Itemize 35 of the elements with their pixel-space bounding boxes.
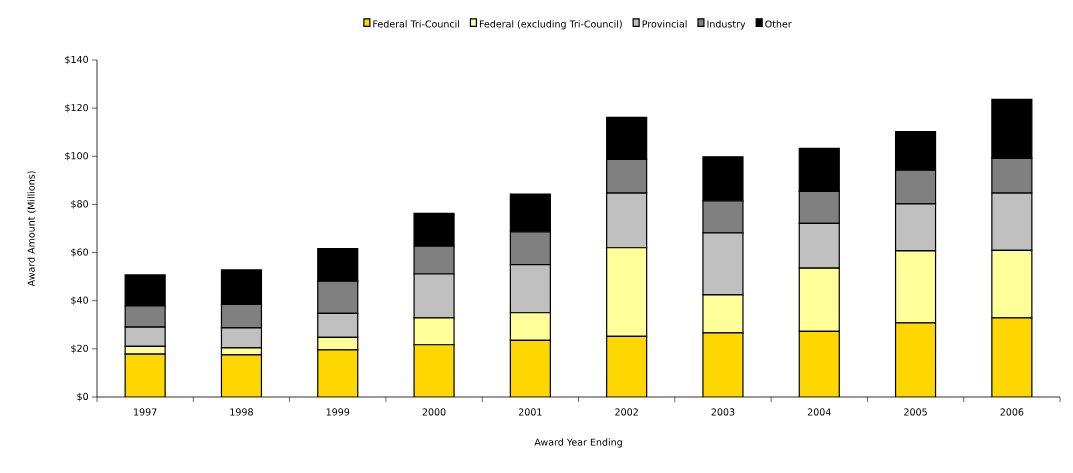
y-axis-title: Award Amount (Millions) — [27, 171, 36, 287]
bar — [317, 349, 358, 397]
y-tick-label: $120 — [65, 103, 88, 113]
y-tick-label: $20 — [71, 344, 88, 354]
legend-label: Federal (excluding Tri-Council) — [479, 20, 622, 30]
bar — [606, 336, 647, 397]
legend-label: Industry — [707, 20, 746, 30]
bar — [221, 354, 262, 397]
y-tick-label: $60 — [71, 248, 88, 257]
y-tick-label: $140 — [65, 55, 88, 65]
x-tick-label: 2006 — [1000, 408, 1024, 416]
bar — [895, 322, 936, 397]
y-tick-label: $100 — [65, 151, 88, 161]
y-tick-label: $80 — [71, 200, 88, 209]
legend-label: Provincial — [642, 20, 687, 28]
bar — [799, 331, 840, 397]
x-tick-label: 1997 — [134, 408, 157, 416]
legend-label: Other — [765, 20, 792, 28]
x-axis-title: Award Year Ending — [534, 438, 622, 448]
x-tick-label: 2001 — [518, 408, 542, 416]
bar — [702, 332, 743, 397]
x-tick-label: 2002 — [615, 408, 638, 416]
bar — [414, 344, 455, 397]
x-tick-label: 2003 — [711, 408, 735, 416]
x-tick-label: 2005 — [904, 408, 927, 416]
bar — [510, 340, 551, 397]
y-tick-label: $40 — [71, 296, 88, 306]
bar — [125, 354, 166, 397]
y-tick-label: $0 — [77, 392, 88, 402]
x-tick-label: 1998 — [230, 408, 253, 416]
legend-label: Federal Tri-Council — [373, 20, 460, 28]
bar — [991, 317, 1033, 397]
x-tick-label: 2000 — [422, 408, 446, 416]
x-tick-label: 1999 — [326, 408, 350, 416]
x-tick-label: 2004 — [807, 408, 831, 416]
